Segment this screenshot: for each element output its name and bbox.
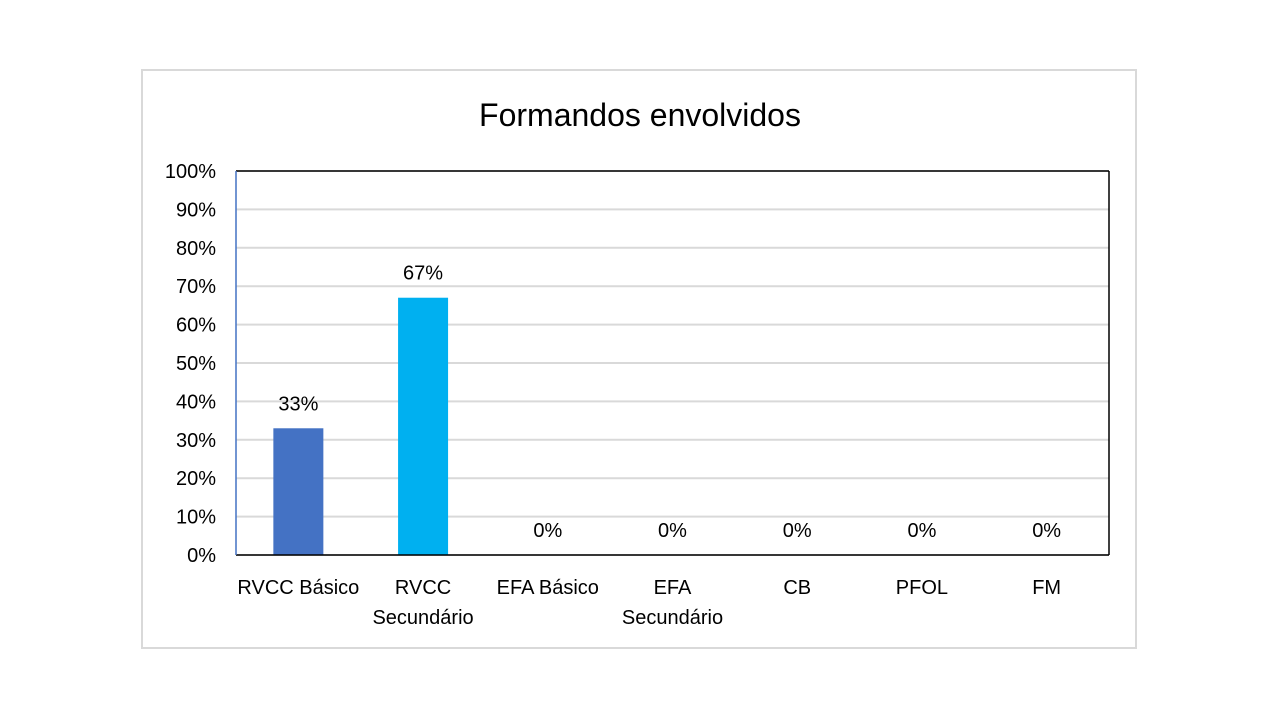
bar [398,297,449,555]
x-tick-label: EFA Básico [497,577,599,599]
data-label: 0% [1032,520,1061,542]
y-tick-label: 70% [176,276,216,298]
y-tick-label: 80% [176,238,216,260]
y-tick-label: 10% [176,507,216,529]
y-tick-label: 0% [187,545,216,567]
y-tick-label: 30% [176,430,216,452]
y-tick-label: 100% [165,161,216,183]
data-label: 0% [658,520,687,542]
chart-title: Formandos envolvidos [479,97,801,133]
y-tick-label: 90% [176,199,216,221]
data-labels: 33% 67% 0% 0% 0% 0% 0% [278,263,1061,542]
bar [273,428,324,555]
y-tick-label: 40% [176,391,216,413]
y-tick-label: 50% [176,353,216,375]
x-tick-label: EFA [654,577,692,599]
axes [235,170,1110,556]
bars [273,297,449,555]
data-label: 33% [278,393,318,415]
x-tick-label: CB [783,577,811,599]
y-tick-label: 60% [176,315,216,337]
data-label: 67% [403,263,443,285]
x-tick-label: PFOL [896,577,948,599]
x-tick-label: FM [1032,577,1061,599]
y-axis-ticks: 0% 10% 20% 30% 40% 50% 60% 70% 80% 90% 100% [165,161,216,567]
x-tick-label: RVCC Básico [237,577,359,599]
data-label: 0% [783,520,812,542]
y-tick-label: 20% [176,468,216,490]
x-tick-label: Secundário [622,607,723,629]
x-tick-label: RVCC [395,577,451,599]
x-tick-label: Secundário [372,607,473,629]
data-label: 0% [533,520,562,542]
data-label: 0% [907,520,936,542]
x-axis-categories: RVCC Básico RVCC Secundário EFA Básico EFA Se… [237,577,1061,629]
gridlines [236,170,1109,556]
